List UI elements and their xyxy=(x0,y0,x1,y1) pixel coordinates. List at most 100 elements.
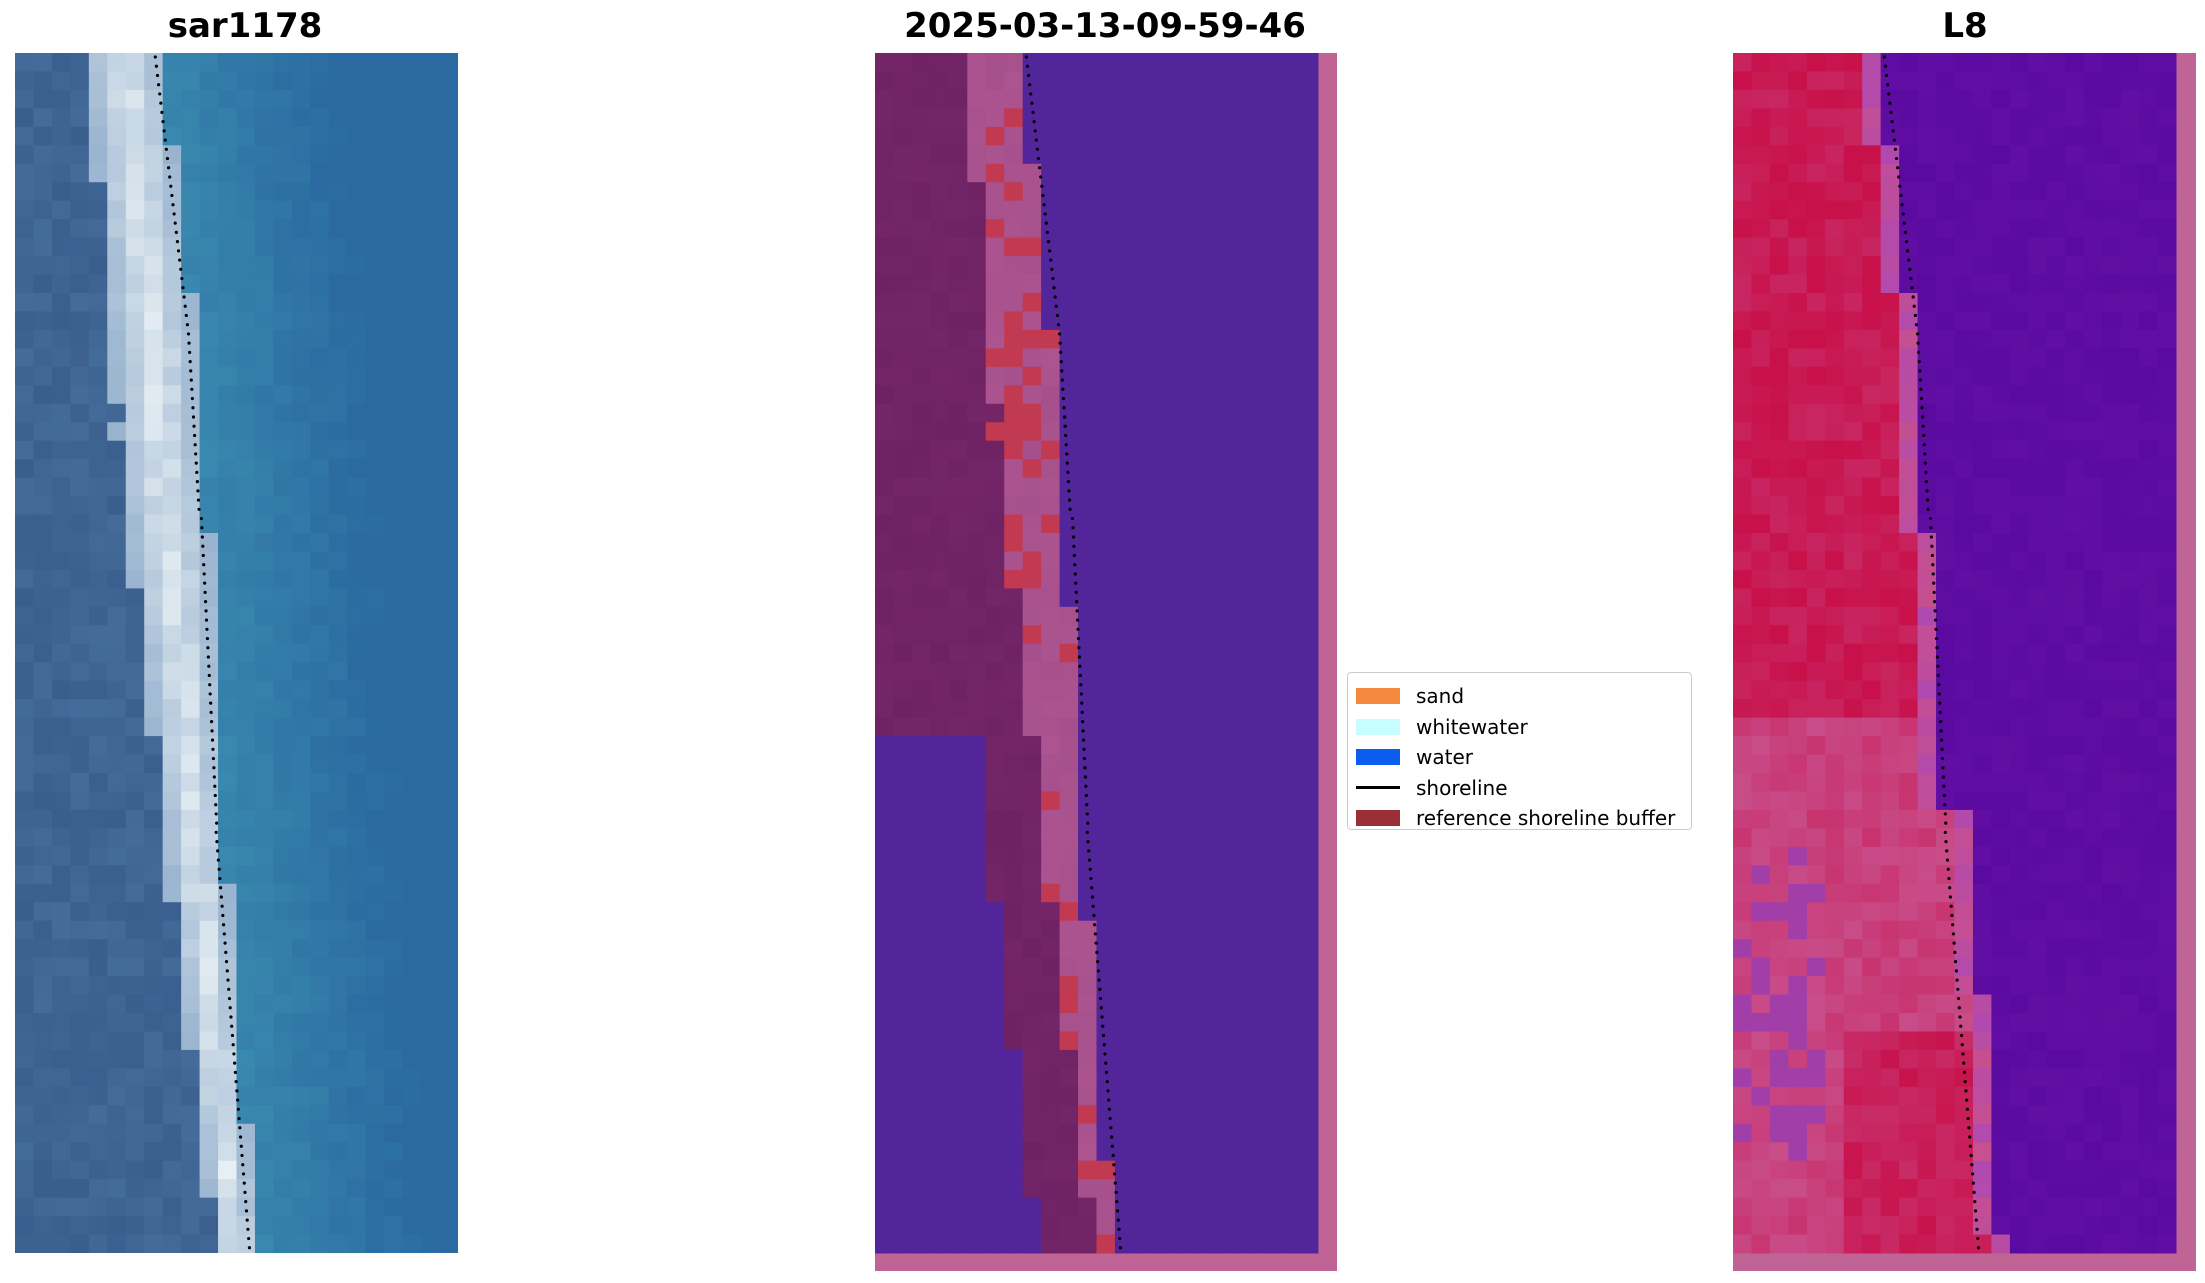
class-pixel xyxy=(1281,440,1301,460)
sar-pixel xyxy=(33,108,53,128)
sar-pixel xyxy=(328,311,348,331)
sar-pixel xyxy=(365,1142,385,1162)
l8-pixel xyxy=(1899,939,1919,959)
class-pixel xyxy=(1078,643,1097,663)
class-pixel xyxy=(1188,329,1208,349)
sar-pixel xyxy=(347,403,367,423)
class-pixel xyxy=(1096,1123,1116,1143)
l8-pixel xyxy=(1991,1123,2011,1143)
shoreline-dot xyxy=(1096,969,1100,973)
l8-pixel xyxy=(2157,717,2177,737)
class-pixel xyxy=(1059,126,1079,146)
l8-pixel xyxy=(2102,754,2122,774)
sar-pixel xyxy=(33,311,53,331)
sar-pixel xyxy=(439,699,458,719)
l8-pixel xyxy=(2009,976,2029,996)
class-pixel xyxy=(911,274,931,294)
sar-pixel xyxy=(421,1123,441,1143)
class-pixel xyxy=(1114,329,1134,349)
l8-pixel xyxy=(1862,828,1882,848)
sar-pixel xyxy=(273,385,293,405)
l8-pixel xyxy=(1733,680,1752,700)
l8-pixel xyxy=(1733,828,1752,848)
sar-pixel xyxy=(347,736,367,756)
class-pixel xyxy=(1281,1013,1301,1032)
class-pixel xyxy=(1225,71,1245,91)
sar-pixel xyxy=(15,237,34,257)
l8-pixel xyxy=(1843,846,1863,866)
l8-pixel xyxy=(1843,126,1863,146)
class-pixel xyxy=(1096,754,1116,774)
sar-pixel xyxy=(15,274,34,294)
sar-pixel xyxy=(402,182,422,202)
class-pixel xyxy=(893,459,913,479)
l8-pixel xyxy=(2157,1031,2177,1051)
l8-pixel xyxy=(2102,496,2122,516)
sar-pixel xyxy=(365,274,385,294)
class-pixel xyxy=(1170,274,1190,294)
sar-pixel xyxy=(384,1068,404,1088)
sar-pixel xyxy=(125,89,145,109)
l8-pixel xyxy=(1825,588,1845,608)
sar-pixel xyxy=(199,1234,219,1253)
sar-pixel xyxy=(310,957,330,977)
class-pixel xyxy=(911,902,931,922)
sar-pixel xyxy=(421,1216,441,1236)
sar-pixel xyxy=(125,551,145,571)
sar-pixel xyxy=(310,865,330,885)
class-pixel xyxy=(1299,883,1319,903)
shoreline-dot xyxy=(1897,175,1901,179)
class-pixel xyxy=(875,514,894,534)
sar-pixel xyxy=(181,1179,201,1199)
l8-pixel xyxy=(1991,71,2011,91)
class-pixel xyxy=(1262,477,1282,497)
sar-pixel xyxy=(15,1123,34,1143)
class-pixel xyxy=(948,939,968,959)
class-pixel xyxy=(911,736,931,756)
sar-pixel xyxy=(107,569,127,589)
shoreline-dot xyxy=(213,793,217,798)
class-pixel xyxy=(930,736,950,756)
class-pixel xyxy=(1299,219,1319,239)
l8-pixel xyxy=(1769,311,1789,331)
class-pixel xyxy=(1096,200,1116,220)
l8-pixel xyxy=(2157,348,2177,368)
sar-pixel xyxy=(218,311,237,331)
l8-pixel xyxy=(1788,1142,1808,1162)
sar-pixel xyxy=(273,1234,293,1253)
class-pixel xyxy=(1207,1086,1227,1106)
sar-pixel xyxy=(15,348,34,368)
l8-pixel xyxy=(1880,71,1900,91)
class-pixel xyxy=(985,1049,1005,1069)
class-pixel xyxy=(967,237,987,257)
shoreline-dot xyxy=(186,332,191,336)
sar-pixel xyxy=(384,422,404,442)
l8-pixel xyxy=(2102,773,2122,792)
l8-pixel xyxy=(2157,1013,2177,1032)
l8-pixel xyxy=(1862,311,1882,331)
class-pixel xyxy=(1299,846,1319,866)
class-pixel xyxy=(911,1234,931,1254)
class-pixel xyxy=(1299,736,1319,756)
l8-pixel xyxy=(1862,680,1882,700)
class-pixel xyxy=(1096,976,1116,996)
l8-pixel xyxy=(1917,1105,1937,1125)
sar-pixel xyxy=(384,1234,404,1253)
class-pixel xyxy=(1004,145,1024,165)
l8-pixel xyxy=(1936,163,1955,183)
l8-pixel xyxy=(1954,1013,1974,1032)
l8-pixel xyxy=(2083,1068,2103,1088)
class-pixel xyxy=(985,459,1005,479)
sar-pixel xyxy=(218,1197,237,1217)
l8-pixel xyxy=(1733,606,1752,626)
l8-pixel xyxy=(2139,237,2159,257)
sar-pixel xyxy=(218,846,237,866)
classified-image xyxy=(875,53,1337,1271)
l8-pixel xyxy=(1825,496,1845,516)
sar-pixel xyxy=(88,496,108,516)
sar-pixel xyxy=(328,533,348,552)
shoreline-dot xyxy=(1925,489,1929,493)
l8-pixel xyxy=(2046,403,2066,423)
class-pixel xyxy=(1151,754,1171,774)
shoreline-dot xyxy=(1085,803,1089,807)
